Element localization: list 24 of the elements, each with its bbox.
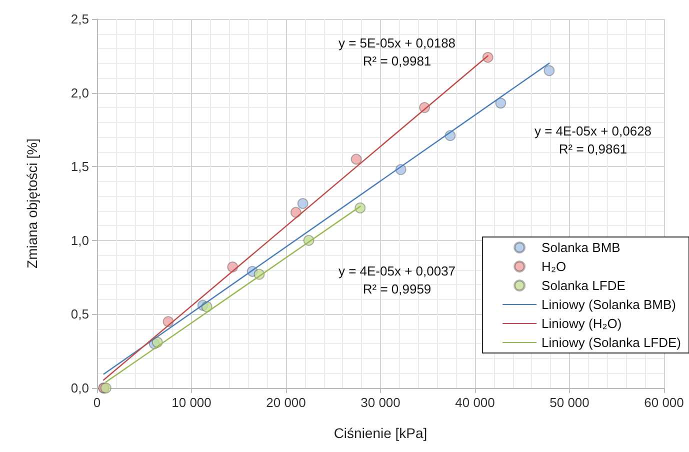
annotation: y = 4E-05x + 0,0628 R² = 0,9861 [534,124,652,156]
y-tick-label: 0,5 [70,306,89,322]
x-tick-label: 0 [93,395,101,410]
legend-label: Liniowy (Solanka LFDE) [542,335,682,350]
x-tick-label: 50 000 [550,395,590,410]
legend-label: H₂O [542,259,566,274]
legend-label: Liniowy (Solanka BMB) [542,297,676,312]
x-tick-label: 30 000 [360,395,400,410]
y-tick-label: 2,5 [70,12,89,26]
annotation: y = 5E-05x + 0,0188 R² = 0,9981 [338,36,456,68]
x-tick-label: 60 000 [644,395,684,410]
legend-label: Liniowy (H₂O) [542,316,622,331]
legend-label: Solanka BMB [542,240,620,255]
legend-label: Solanka LFDE [542,278,626,293]
y-tick-label: 0,0 [70,380,89,396]
y-tick-label: 1,5 [70,159,89,174]
x-tick-label: 20 000 [266,395,306,410]
x-tick-label: 10 000 [172,395,212,410]
y-tick-label: 1,0 [70,232,89,248]
x-axis-title: Ciśnienie [kPa] [334,425,428,441]
y-axis-title: Zmiana objętości [%] [24,138,40,268]
y-tick-label: 2,0 [70,85,89,100]
x-tick-label: 40 000 [455,395,495,410]
annotation: y = 4E-05x + 0,0037 R² = 0,9959 [338,264,456,296]
